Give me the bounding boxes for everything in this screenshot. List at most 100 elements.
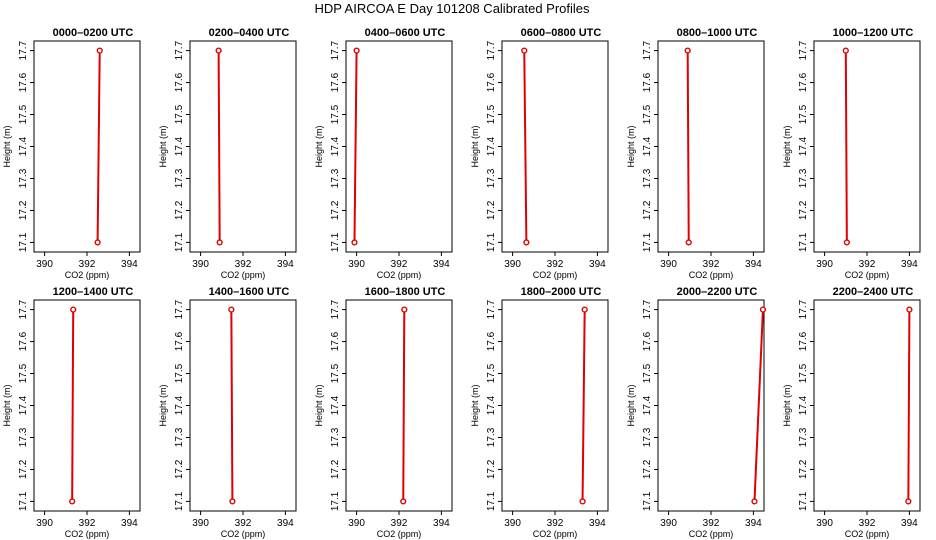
x-tick-label: 390 [348,259,365,270]
x-tick-label: 392 [79,259,96,270]
profile-point [353,47,360,54]
y-tick-label: 17.6 [486,72,497,92]
profile-point [400,498,407,505]
profile-line [907,309,911,502]
y-tick-label: 17.7 [174,299,185,319]
x-tick-label: 392 [703,518,720,529]
profile-point [70,306,77,313]
plot-frame [657,40,765,253]
panel-title: 1600–1800 UTC [365,286,446,298]
y-tick-label: 17.5 [18,104,29,124]
profile-point [228,306,235,313]
x-tick-label: 392 [547,518,564,529]
y-tick-label: 17.5 [798,363,809,383]
x-tick-label: 390 [348,518,365,529]
profile-point [96,47,103,54]
profile-panel: 2000–2200 UTC 390 392 394 17.1 17.2 17.3 17.4 17… [626,286,767,539]
y-tick-label: 17.1 [18,491,29,511]
y-tick-label: 17.4 [18,136,29,156]
profile-point [215,47,222,54]
y-tick-label: 17.4 [330,136,341,156]
x-tick-label: 392 [547,259,564,270]
y-tick-label: 17.4 [486,395,497,415]
profile-point [94,239,101,246]
y-tick-label: 17.7 [174,40,185,60]
y-tick-label: 17.1 [330,491,341,511]
y-axis-label: Height (m) [626,125,636,167]
y-tick-label: 17.4 [798,136,809,156]
x-tick-label: 390 [816,518,833,529]
panel-title: 1000–1200 UTC [833,27,914,39]
y-tick-label: 17.1 [330,232,341,252]
plot-frame [657,299,765,512]
profile-line [844,50,848,243]
profile-line [402,309,406,502]
y-tick-label: 17.1 [174,491,185,511]
y-axis-label: Height (m) [782,125,792,167]
profile-line [96,50,101,243]
y-tick-label: 17.3 [642,168,653,188]
y-axis-label: Height (m) [314,384,324,426]
profile-line [686,50,690,243]
y-tick-label: 17.7 [642,40,653,60]
y-axis-label: Height (m) [314,125,324,167]
y-tick-label: 17.3 [486,427,497,447]
y-tick-label: 17.6 [642,331,653,351]
plot-frame [501,40,609,253]
profile-panel: 1600–1800 UTC 390 392 394 17.1 17.2 17.3 17.4 17… [314,286,453,539]
y-tick-label: 17.3 [330,168,341,188]
profile-point [581,306,588,313]
y-tick-label: 17.6 [174,72,185,92]
profile-point [842,47,849,54]
y-tick-label: 17.3 [642,427,653,447]
x-tick-label: 392 [391,518,408,529]
y-tick-label: 17.2 [330,459,341,479]
y-tick-label: 17.2 [798,200,809,220]
y-tick-label: 17.6 [18,331,29,351]
y-tick-label: 17.5 [486,363,497,383]
profile-point [905,498,912,505]
x-axis-label: CO2 (ppm) [845,270,890,280]
y-tick-label: 17.5 [18,363,29,383]
y-tick-label: 17.5 [486,104,497,124]
profile-line [353,50,358,243]
y-tick-label: 17.7 [330,299,341,319]
profile-panel: 0800–1000 UTC 390 392 394 17.1 17.2 17.3 17.4 17… [626,27,765,280]
y-tick-label: 17.5 [174,104,185,124]
x-tick-label: 390 [504,518,521,529]
profile-panel: 0000–0200 UTC 390 392 394 17.1 17.2 17.3 17.4 17… [2,27,141,280]
x-tick-label: 392 [391,259,408,270]
y-tick-label: 17.1 [18,232,29,252]
panel-title: 1800–2000 UTC [521,286,602,298]
y-tick-label: 17.2 [330,200,341,220]
y-tick-label: 17.5 [798,104,809,124]
y-tick-label: 17.5 [174,363,185,383]
x-tick-label: 394 [121,259,138,270]
y-tick-label: 17.2 [798,459,809,479]
figure-title: HDP AIRCOA E Day 101208 Calibrated Profi… [314,1,590,16]
y-tick-label: 17.2 [18,200,29,220]
x-tick-label: 394 [277,259,294,270]
profile-point [685,239,692,246]
y-tick-label: 17.7 [18,40,29,60]
x-tick-label: 390 [816,259,833,270]
profile-point [759,306,767,313]
y-tick-label: 17.3 [798,427,809,447]
panel-title: 1200–1400 UTC [53,286,134,298]
y-tick-label: 17.4 [798,395,809,415]
x-tick-label: 392 [79,518,96,529]
profile-panel: 2200–2400 UTC 390 392 394 17.1 17.2 17.3 17.4 17… [782,286,921,539]
profile-panel: 0600–0800 UTC 390 392 394 17.1 17.2 17.3 17.4 17… [470,27,609,280]
x-axis-label: CO2 (ppm) [65,529,110,539]
x-tick-label: 390 [192,518,209,529]
x-tick-label: 392 [235,259,252,270]
x-tick-label: 394 [745,518,762,529]
x-tick-label: 394 [589,518,606,529]
x-tick-label: 394 [121,518,138,529]
y-tick-label: 17.7 [486,40,497,60]
x-axis-label: CO2 (ppm) [533,529,578,539]
y-tick-label: 17.2 [642,459,653,479]
profile-point [351,239,358,246]
profile-panel: 0200–0400 UTC 390 392 394 17.1 17.2 17.3 17.4 17… [158,27,297,280]
